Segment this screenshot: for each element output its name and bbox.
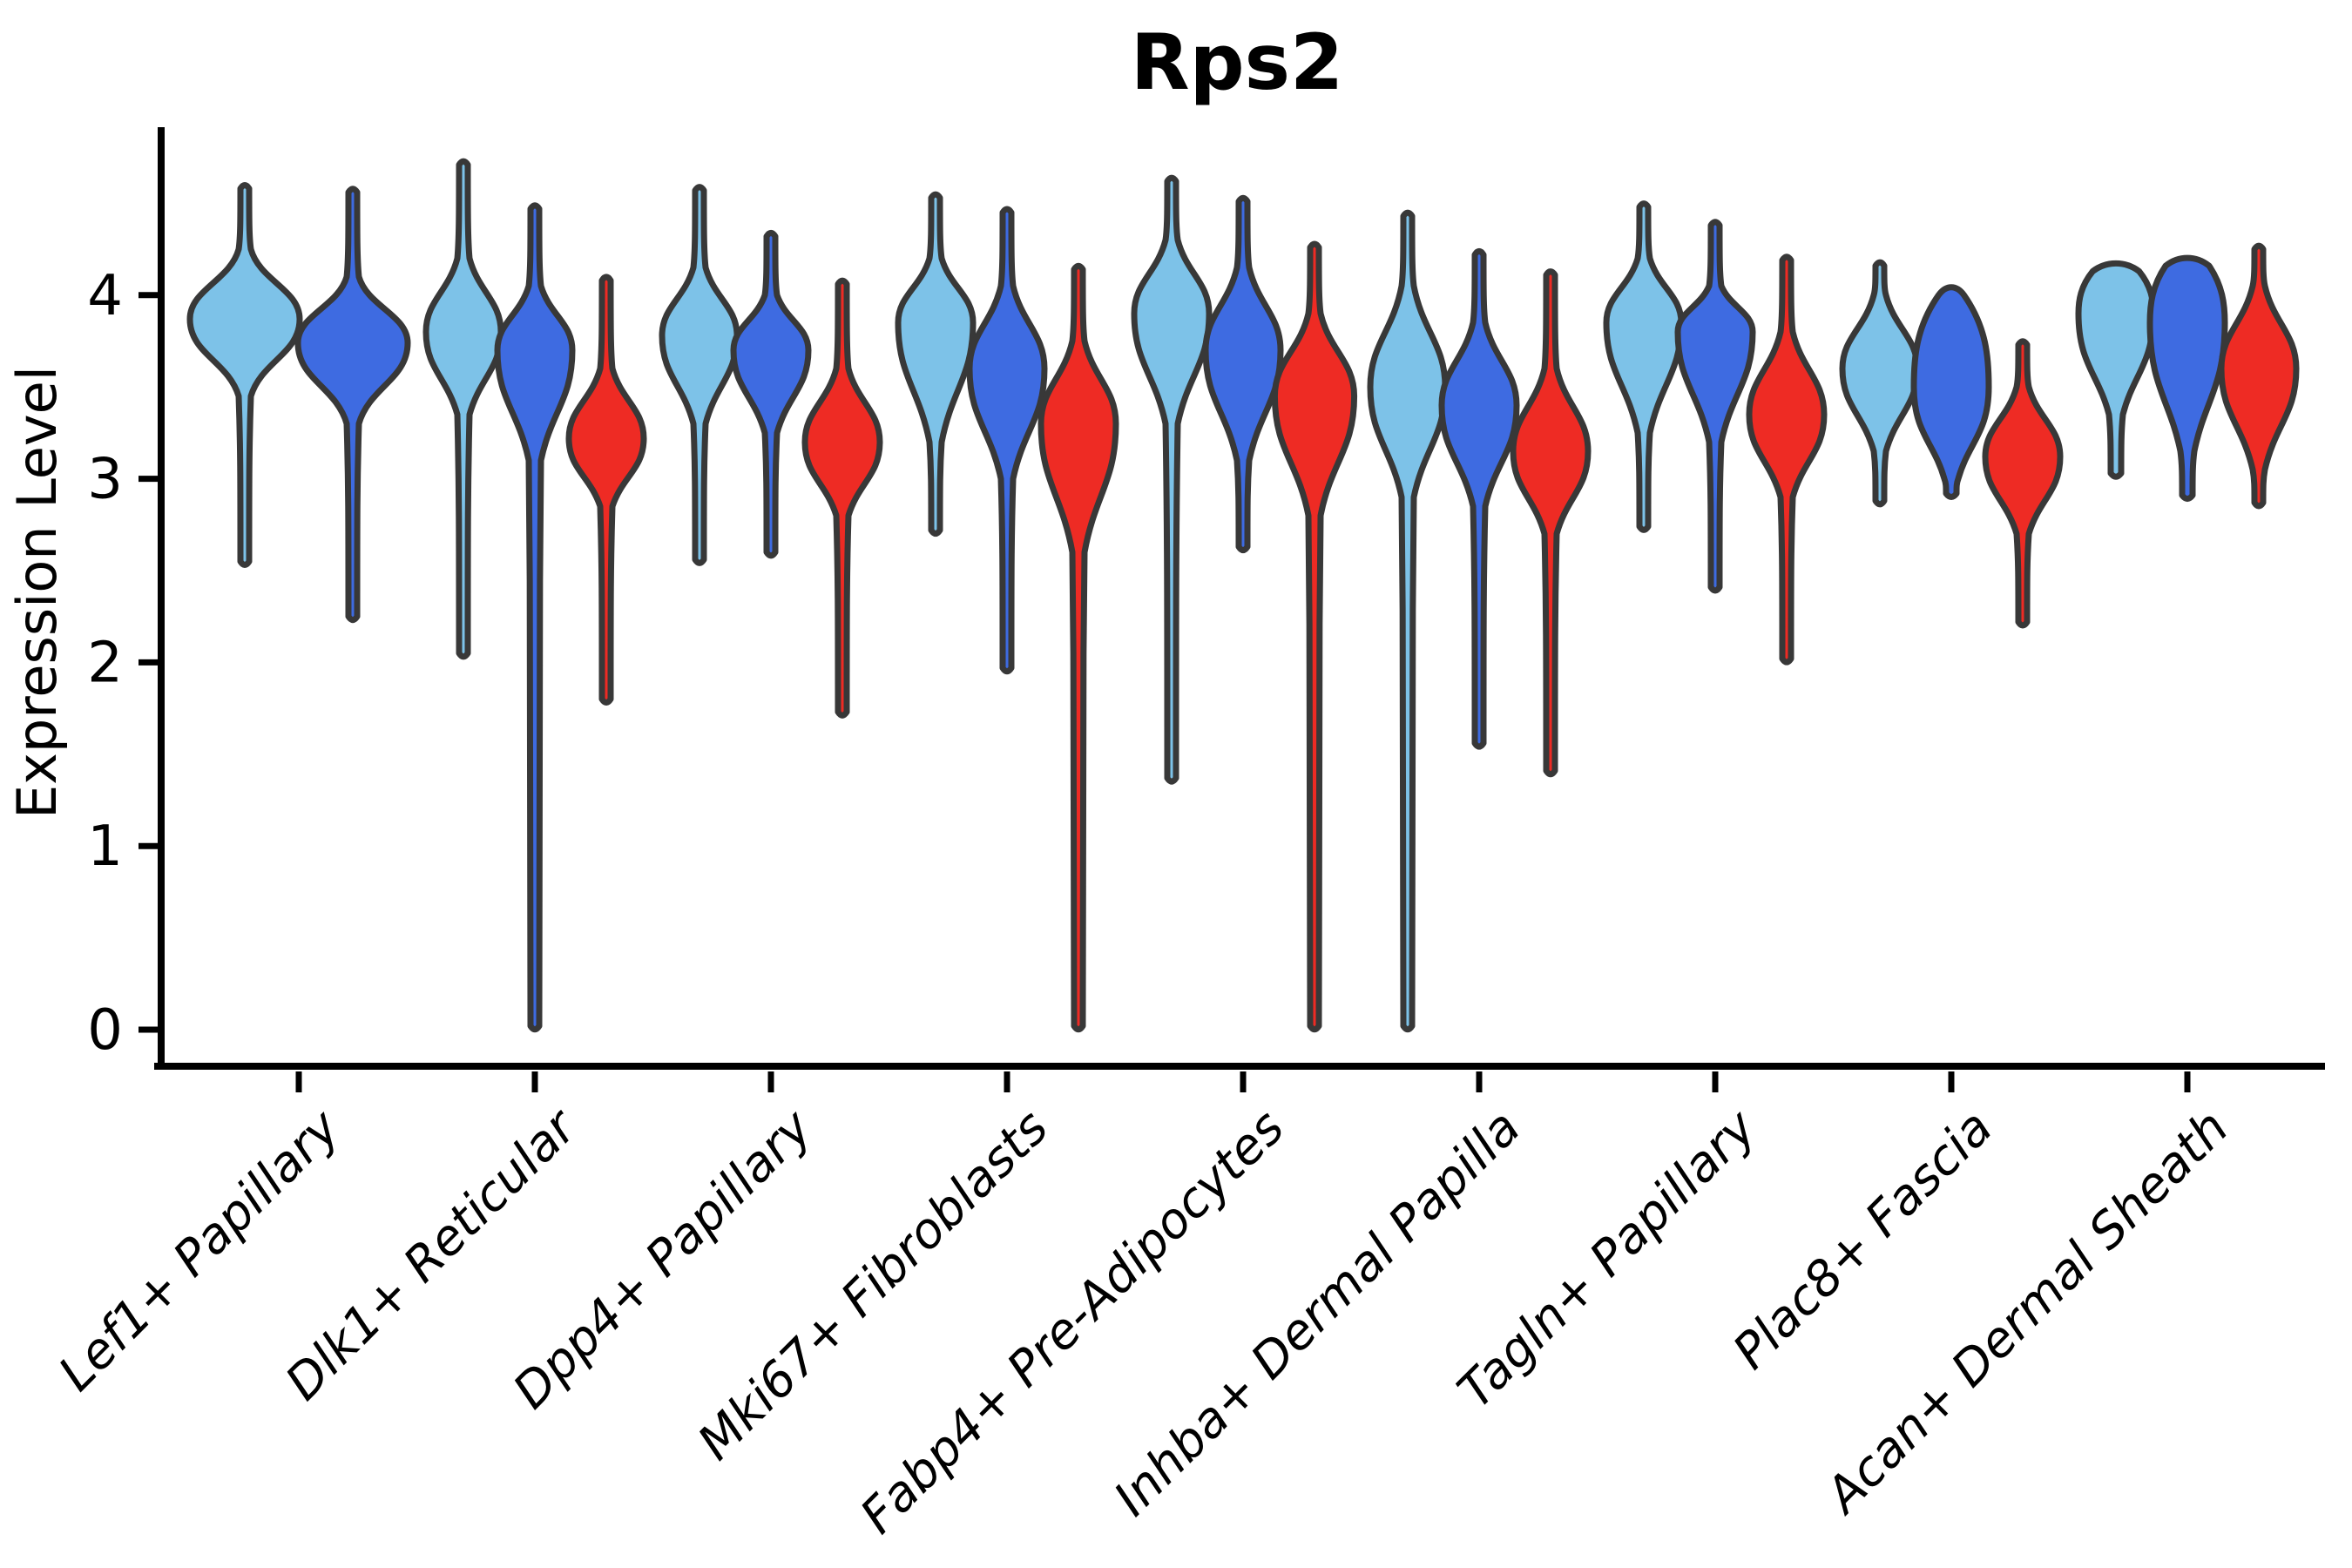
y-tick-label: 2 <box>87 631 123 695</box>
violin-dark_blue-tagln-papillary <box>1674 219 1756 594</box>
violin-dark_blue-dpp4-papillary <box>730 229 812 559</box>
violin-light_blue-plac8-fascia <box>1839 259 1921 508</box>
violin-light_blue-dpp4-papillary <box>659 184 740 566</box>
violin-red-plac8-fascia <box>1982 338 2064 629</box>
violin-red-dpp4-papillary <box>801 277 883 719</box>
violin-red-mki67-fibroblasts <box>1037 262 1119 1033</box>
y-tick-label: 4 <box>87 264 123 328</box>
x-tick-label: Acan+ Dermal Sheath <box>1814 1099 2240 1525</box>
violin-dark_blue-acan-dermal-sheath <box>2146 254 2228 503</box>
violin-dark_blue-fabp4-pre-adipocytes <box>1202 194 1284 554</box>
chart-title: Rps2 <box>1131 17 1343 107</box>
violin-dark_blue-mki67-fibroblasts <box>966 206 1048 675</box>
violin-marks <box>186 158 2300 1033</box>
violin-red-tagln-papillary <box>1746 253 1828 666</box>
violin-light_blue-acan-dermal-sheath <box>2075 260 2157 480</box>
y-tick-label: 0 <box>87 998 123 1063</box>
x-tick-label: Fabp4+ Pre-Adipocytes <box>850 1099 1295 1544</box>
violin-light_blue-tagln-papillary <box>1603 200 1685 533</box>
axes <box>154 127 2325 1070</box>
violin-dark_blue-dlk1-reticular <box>494 202 576 1033</box>
x-tick-label: Inhba+ Dermal Papilla <box>1104 1099 1531 1527</box>
violin-dark_blue-inhba-dermal-papilla <box>1438 247 1520 750</box>
violin-light_blue-dlk1-reticular <box>422 158 504 660</box>
y-tick-label: 1 <box>87 814 123 879</box>
violin-red-dlk1-reticular <box>565 274 647 706</box>
violin-light_blue-fabp4-pre-adipocytes <box>1131 174 1213 785</box>
y-tick-label: 3 <box>87 448 123 512</box>
violin-light_blue-mki67-fibroblasts <box>895 191 977 537</box>
violin-dark_blue-plac8-fascia <box>1910 284 1992 500</box>
violin-red-inhba-dermal-papilla <box>1510 268 1592 778</box>
y-axis-label: Expression Level <box>5 366 69 819</box>
violin-dark_blue-lef1-papillary <box>294 186 411 624</box>
violin-light_blue-inhba-dermal-papilla <box>1367 209 1449 1033</box>
violin-red-fabp4-pre-adipocytes <box>1271 240 1358 1033</box>
violin-light_blue-lef1-papillary <box>186 182 303 568</box>
y-tick-labels: 0 1 2 3 4 <box>87 264 159 1063</box>
violin-red-acan-dermal-sheath <box>2218 242 2300 510</box>
